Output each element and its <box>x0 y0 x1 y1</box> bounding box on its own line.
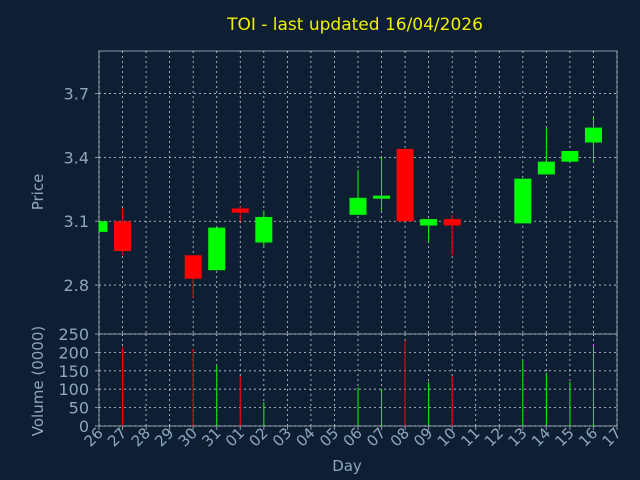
candle-body <box>537 161 555 175</box>
x-tick-label: 28 <box>128 424 154 450</box>
x-tick-label: 10 <box>434 424 460 450</box>
price-axis-label: Price <box>29 174 47 211</box>
volume-tick-label: 200 <box>58 343 89 362</box>
volume-tick-label: 100 <box>58 380 89 399</box>
x-tick-label: 09 <box>410 424 436 450</box>
x-tick-label: 11 <box>457 424 483 450</box>
candle-body <box>349 197 367 215</box>
x-tick-label: 02 <box>245 424 271 450</box>
x-tick-label: 06 <box>340 424 366 450</box>
price-tick-label: 3.7 <box>64 85 89 104</box>
x-tick-label: 15 <box>552 424 578 450</box>
x-tick-label: 13 <box>504 424 530 450</box>
candle-body <box>420 219 438 226</box>
x-tick-label: 16 <box>575 424 601 450</box>
price-tick-label: 3.4 <box>64 148 89 167</box>
x-tick-label: 17 <box>599 424 625 450</box>
x-tick-label: 27 <box>104 424 130 450</box>
x-tick-label: 29 <box>151 424 177 450</box>
x-tick-label: 31 <box>198 424 224 450</box>
x-tick-label: 01 <box>222 424 248 450</box>
volume-axis-label: Volume (0000) <box>29 326 47 436</box>
x-axis: 2627282930310102030405060708091011121314… <box>81 424 625 450</box>
volume-tick-label: 0 <box>79 417 89 436</box>
candle-body <box>396 148 414 222</box>
candle-body <box>443 219 461 226</box>
candle-body <box>99 221 108 232</box>
candle-body <box>514 178 532 224</box>
candle-body <box>114 221 132 252</box>
volume-tick-label: 250 <box>58 325 89 344</box>
x-tick-label: 05 <box>316 424 342 450</box>
price-tick-label: 3.1 <box>64 212 89 231</box>
candle-body <box>184 255 202 279</box>
chart-title: TOI - last updated 16/04/2026 <box>226 15 483 35</box>
x-tick-label: 30 <box>175 424 201 450</box>
x-tick-label: 14 <box>528 424 554 450</box>
price-tick-label: 2.8 <box>64 276 89 295</box>
x-tick-label: 08 <box>387 424 413 450</box>
candle-body <box>255 216 273 243</box>
x-tick-label: 03 <box>269 424 295 450</box>
volume-tick-label: 50 <box>69 399 89 418</box>
candle-body <box>208 227 226 271</box>
x-tick-label: 04 <box>293 424 319 450</box>
x-tick-label: 12 <box>481 424 507 450</box>
candle-body <box>373 195 391 199</box>
price-panel: 2.8 3.1 3.4 3.7 <box>64 50 618 335</box>
candle-body <box>561 151 579 162</box>
candle-body <box>231 208 249 213</box>
x-axis-label: Day <box>332 457 362 475</box>
volume-tick-label: 150 <box>58 362 89 381</box>
x-tick-label: 07 <box>363 424 389 450</box>
candle-body <box>584 127 602 143</box>
